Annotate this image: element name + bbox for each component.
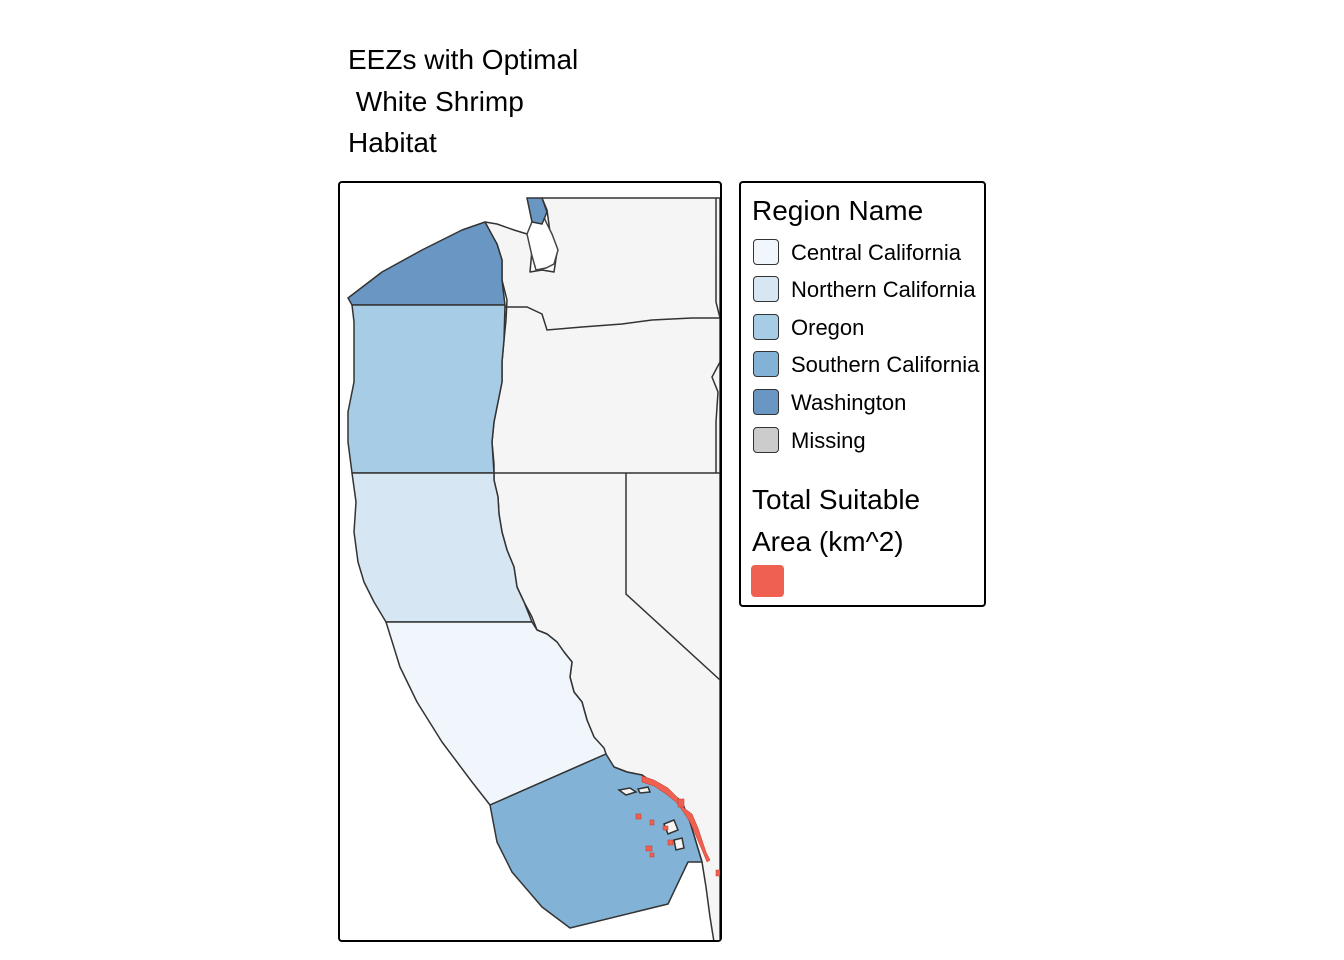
legend-label: Central California [791, 240, 961, 265]
border-wa-or [505, 306, 720, 331]
channel-island [636, 786, 652, 794]
channel-island [617, 787, 638, 796]
eez-oregon [347, 304, 506, 474]
channel-island [673, 837, 685, 851]
channel-island [663, 819, 679, 835]
eez-southern-california [489, 753, 703, 929]
map-title-line-2: White Shrimp [348, 86, 524, 117]
legend-heading-area-units: Area (km^2) [752, 526, 904, 557]
suitable-habitat [635, 775, 720, 877]
border-ca-nv [625, 473, 720, 681]
legend-swatch [753, 427, 779, 453]
legend-swatch [753, 276, 779, 302]
map-legend: Region Name Central California Northern … [739, 181, 986, 607]
map-canvas [347, 197, 720, 940]
map-title-line-1: EEZs with Optimal [348, 44, 579, 75]
legend-label: Northern California [791, 277, 976, 302]
border-or-id [711, 198, 720, 473]
legend-label: Oregon [791, 315, 865, 340]
legend-label: Missing [791, 428, 866, 453]
legend-label: Southern California [791, 352, 980, 377]
legend-swatch [753, 239, 779, 265]
eez-northern-california [351, 472, 533, 623]
legend-swatch-suitable-area [751, 565, 784, 597]
legend-heading-total-suitable-area: Total Suitable [752, 484, 921, 515]
map-frame [338, 181, 722, 942]
legend-swatch [753, 389, 779, 415]
map-title-line-3: Habitat [348, 127, 437, 158]
eez-central-california [385, 621, 607, 806]
legend-heading-region-name: Region Name [752, 195, 924, 226]
legend-label: Washington [791, 390, 907, 415]
legend-swatch [753, 351, 779, 377]
eez-washington [347, 221, 506, 306]
legend-swatch [753, 314, 779, 340]
eez-washington-inlet [526, 197, 548, 225]
